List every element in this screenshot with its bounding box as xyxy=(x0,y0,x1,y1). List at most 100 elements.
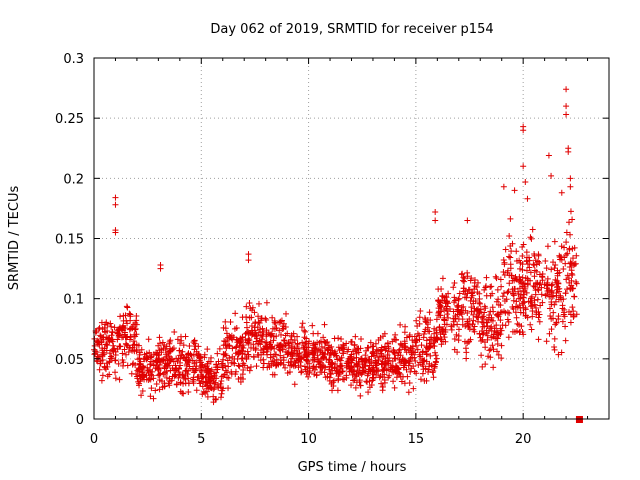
data-point xyxy=(503,296,510,303)
data-point xyxy=(412,349,419,356)
data-point xyxy=(114,336,121,343)
data-point xyxy=(97,332,104,339)
data-point xyxy=(520,309,527,316)
data-point xyxy=(521,299,528,306)
data-point xyxy=(393,363,400,370)
data-point xyxy=(535,252,542,259)
data-point xyxy=(229,353,236,360)
data-point xyxy=(232,310,239,317)
data-point-outlier xyxy=(548,172,555,179)
data-point xyxy=(532,291,539,298)
data-point xyxy=(412,358,419,365)
data-point xyxy=(139,388,146,395)
data-point xyxy=(119,362,126,369)
data-point xyxy=(239,348,246,355)
data-point-outlier xyxy=(558,189,565,196)
data-point xyxy=(272,320,279,327)
data-point xyxy=(135,378,142,385)
data-point xyxy=(491,327,498,334)
data-point xyxy=(569,271,576,278)
data-point xyxy=(328,343,335,350)
data-point xyxy=(357,382,364,389)
data-point xyxy=(143,356,150,363)
data-point xyxy=(268,332,275,339)
data-point xyxy=(131,326,138,333)
data-point xyxy=(108,323,115,330)
data-point xyxy=(562,337,569,344)
data-point xyxy=(560,265,567,272)
data-point xyxy=(334,387,341,394)
data-point xyxy=(463,355,470,362)
data-point xyxy=(432,349,439,356)
data-point xyxy=(122,312,129,319)
data-point xyxy=(271,326,278,333)
data-point xyxy=(106,337,113,344)
data-point xyxy=(490,346,497,353)
data-point xyxy=(543,265,550,272)
data-point xyxy=(302,366,309,373)
data-point xyxy=(455,337,462,344)
data-point xyxy=(331,365,338,372)
data-point xyxy=(222,338,229,345)
data-point xyxy=(165,362,172,369)
data-point xyxy=(353,346,360,353)
data-point xyxy=(490,364,497,371)
data-point xyxy=(332,360,339,367)
data-point xyxy=(204,393,211,400)
data-point xyxy=(196,380,203,387)
data-point xyxy=(363,378,370,385)
data-point xyxy=(386,372,393,379)
data-point xyxy=(519,266,526,273)
data-point xyxy=(164,357,171,364)
data-point xyxy=(527,277,534,284)
data-point xyxy=(177,340,184,347)
data-point xyxy=(263,343,270,350)
data-point xyxy=(438,285,445,292)
data-point xyxy=(119,357,126,364)
data-point xyxy=(539,299,546,306)
data-point xyxy=(407,368,414,375)
data-point xyxy=(295,345,302,352)
data-point xyxy=(182,333,189,340)
data-point xyxy=(248,332,255,339)
data-point xyxy=(211,384,218,391)
data-point xyxy=(478,338,485,345)
data-point xyxy=(385,345,392,352)
data-point xyxy=(437,336,444,343)
data-point xyxy=(465,322,472,329)
data-point xyxy=(163,374,170,381)
data-point xyxy=(531,251,538,258)
data-point xyxy=(536,281,543,288)
data-point xyxy=(98,377,105,384)
data-point xyxy=(520,241,527,248)
data-point xyxy=(234,356,241,363)
data-point-outlier xyxy=(563,86,570,93)
data-point xyxy=(99,345,106,352)
data-point xyxy=(315,347,322,354)
data-point xyxy=(439,326,446,333)
data-points xyxy=(91,86,583,423)
data-point xyxy=(432,361,439,368)
data-point xyxy=(511,285,518,292)
data-point xyxy=(367,339,374,346)
data-point xyxy=(352,384,359,391)
data-point xyxy=(528,293,535,300)
data-point xyxy=(379,383,386,390)
data-point xyxy=(373,366,380,373)
data-point xyxy=(411,333,418,340)
data-point xyxy=(222,362,229,369)
data-point xyxy=(131,341,138,348)
data-point xyxy=(155,355,162,362)
data-point xyxy=(136,360,143,367)
data-point xyxy=(522,306,529,313)
data-point xyxy=(516,302,523,309)
data-point xyxy=(135,342,142,349)
data-point xyxy=(531,262,538,269)
data-point xyxy=(482,344,489,351)
data-point xyxy=(207,380,214,387)
data-point xyxy=(493,322,500,329)
data-point xyxy=(269,343,276,350)
data-point xyxy=(425,369,432,376)
data-point xyxy=(513,248,520,255)
data-point xyxy=(243,303,250,310)
